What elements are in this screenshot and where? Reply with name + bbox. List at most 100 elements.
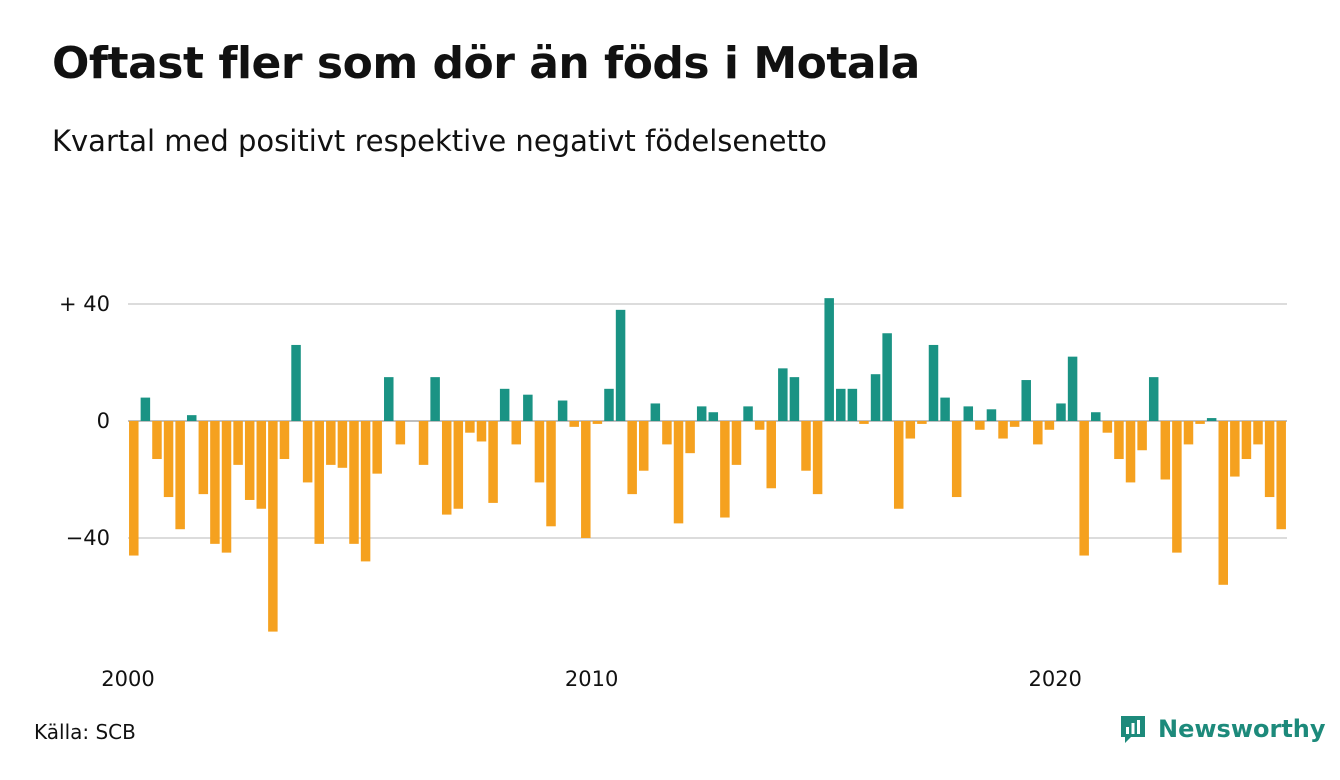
- bar-positive: [186, 415, 197, 421]
- bar-positive: [140, 397, 151, 421]
- bar-positive: [940, 397, 950, 421]
- bar-negative: [1183, 421, 1194, 445]
- bar-negative: [1230, 421, 1240, 477]
- bar-negative: [766, 421, 776, 489]
- bar-negative: [801, 421, 811, 471]
- bar-negative: [279, 421, 290, 460]
- bar-negative: [1114, 421, 1124, 460]
- brand-name: Newsworthy: [1158, 715, 1326, 743]
- bar-positive: [430, 377, 440, 422]
- bar-positive: [523, 394, 533, 421]
- bar-negative: [395, 421, 406, 445]
- y-tick-label: + 40: [59, 292, 110, 316]
- bar-negative: [917, 421, 927, 424]
- bar-negative: [731, 421, 742, 465]
- chart-bubble-icon: [1121, 716, 1145, 743]
- bar-negative: [893, 421, 904, 509]
- bar-negative: [372, 421, 382, 474]
- bar-positive: [743, 406, 753, 422]
- x-tick-label: 2020: [1028, 667, 1081, 691]
- x-axis-ticks: 2000 2010 2020: [101, 667, 1082, 691]
- bar-negative: [1044, 421, 1055, 430]
- bar-negative: [441, 421, 452, 515]
- bar-positive: [1056, 403, 1066, 421]
- bar-negative: [337, 421, 348, 468]
- bar-negative: [210, 421, 220, 544]
- bar-negative: [1253, 421, 1263, 445]
- bar-positive: [847, 388, 858, 421]
- chart-subtitle: Kvartal med positivt respektive negativt…: [52, 124, 827, 158]
- bar-negative: [453, 421, 464, 509]
- source-note: Källa: SCB: [34, 720, 136, 744]
- bar-negative: [1195, 421, 1205, 424]
- bar-negative: [662, 421, 672, 445]
- grid-lines: [128, 303, 1287, 539]
- bar-negative: [1125, 421, 1136, 483]
- bar-negative: [534, 421, 545, 483]
- bars: [129, 298, 1286, 632]
- bar-negative: [233, 421, 243, 465]
- newsworthy-logo: Newsworthy: [1118, 714, 1326, 744]
- bar-negative: [812, 421, 823, 495]
- bar-negative: [129, 421, 139, 556]
- bar-negative: [314, 421, 324, 544]
- bar-negative: [268, 421, 278, 632]
- bar-positive: [1067, 356, 1078, 421]
- bar-positive: [882, 333, 892, 421]
- bar-positive: [778, 368, 788, 421]
- bar-negative: [465, 421, 475, 433]
- bar-positive: [928, 344, 939, 421]
- bar-positive: [789, 377, 800, 422]
- bar-negative: [685, 421, 695, 454]
- bar-positive: [824, 298, 834, 421]
- bar-positive: [836, 388, 846, 421]
- bar-positive: [1021, 380, 1031, 421]
- x-tick-label: 2000: [101, 667, 154, 691]
- bar-negative: [859, 421, 869, 424]
- bar-negative: [1264, 421, 1275, 498]
- bar-positive: [1148, 377, 1159, 422]
- bar-negative: [673, 421, 684, 524]
- bar-positive: [708, 412, 719, 421]
- bar-negative: [1102, 421, 1113, 433]
- y-axis-ticks: + 40 0 −40: [59, 292, 110, 550]
- bar-negative: [905, 421, 916, 439]
- bar-negative: [1160, 421, 1171, 480]
- bar-negative: [1172, 421, 1182, 553]
- bar-negative: [418, 421, 429, 465]
- bar-negative: [244, 421, 255, 500]
- bar-positive: [963, 406, 974, 422]
- bar-positive: [604, 388, 614, 421]
- chart-title: Oftast fler som dör än föds i Motala: [52, 38, 920, 89]
- bar-negative: [175, 421, 185, 530]
- bar-positive: [986, 409, 997, 421]
- bar-negative: [302, 421, 313, 483]
- bar-negative: [198, 421, 209, 495]
- bar-negative: [754, 421, 765, 430]
- bar-negative: [488, 421, 498, 503]
- bar-positive: [870, 374, 881, 421]
- bar-negative: [581, 421, 591, 538]
- bar-negative: [1137, 421, 1147, 451]
- bar-positive: [650, 403, 661, 421]
- bar-negative: [546, 421, 556, 527]
- bar-negative: [1079, 421, 1089, 556]
- bar-positive: [557, 400, 568, 421]
- bar-negative: [1009, 421, 1020, 427]
- bar-positive: [384, 377, 394, 422]
- bar-positive: [291, 344, 301, 421]
- bar-negative: [476, 421, 487, 442]
- bar-negative: [1033, 421, 1043, 445]
- bar-negative: [1276, 421, 1286, 530]
- bar-negative: [360, 421, 371, 562]
- y-tick-label: 0: [97, 409, 110, 433]
- bar-negative: [592, 421, 603, 424]
- bar-negative: [163, 421, 174, 498]
- x-tick-label: 2010: [565, 667, 618, 691]
- bar-negative: [1241, 421, 1252, 460]
- bar-negative: [326, 421, 336, 465]
- bar-negative: [1218, 421, 1228, 585]
- bar-positive: [615, 309, 626, 421]
- y-tick-label: −40: [66, 526, 110, 550]
